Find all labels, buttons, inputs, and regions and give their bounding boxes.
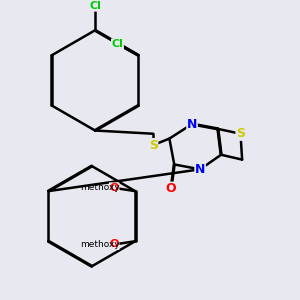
Text: S: S <box>149 139 158 152</box>
Text: N: N <box>187 118 197 130</box>
Text: methoxy: methoxy <box>80 240 119 249</box>
Text: S: S <box>236 127 245 140</box>
Text: O: O <box>110 239 119 250</box>
Text: O: O <box>110 183 119 193</box>
Text: methoxy: methoxy <box>80 183 119 192</box>
Text: N: N <box>195 163 205 176</box>
Text: Cl: Cl <box>112 39 123 49</box>
Text: Cl: Cl <box>89 1 101 11</box>
Text: O: O <box>166 182 176 195</box>
